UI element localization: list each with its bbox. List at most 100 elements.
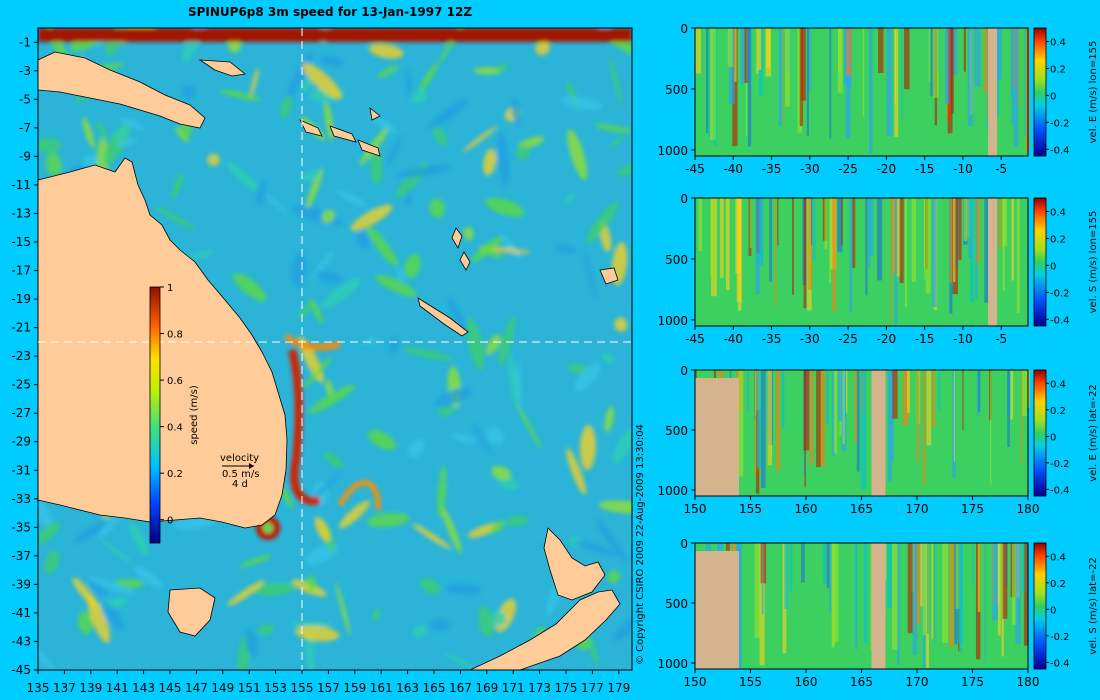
section-colorbar-label: vel. E (m/s) lon=155 bbox=[1088, 41, 1099, 144]
section-y-tick-label: 500 bbox=[665, 424, 688, 438]
map-y-tick-label: -27 bbox=[11, 406, 31, 420]
map-y-tick-label: -31 bbox=[11, 463, 31, 477]
speed-colorbar: 1 0.8 0.6 0.4 0.2 0 speed (m/s) bbox=[149, 283, 200, 544]
map-x-tick-label: 139 bbox=[79, 681, 102, 695]
section-colorbar-tick-label: -0.4 bbox=[1050, 485, 1070, 496]
map-x-tick-label: 149 bbox=[211, 681, 234, 695]
map-y-tick-label: -7 bbox=[19, 121, 31, 135]
colorbar-tick-label: 0 bbox=[167, 516, 173, 527]
map-y-tick-label: -19 bbox=[11, 292, 31, 306]
section-y-tick-label: 0 bbox=[680, 364, 688, 378]
section-x-tick-label: -30 bbox=[800, 162, 820, 176]
section-y-tick-label: 1000 bbox=[657, 144, 688, 158]
section-y-tick-label: 0 bbox=[680, 192, 688, 206]
section-x-tick-label: -40 bbox=[723, 162, 743, 176]
section-x-tick-label: -20 bbox=[877, 162, 897, 176]
section-colorbar: 0.4 0.2 0 -0.2 -0.4 vel. S (m/s) lon=155 bbox=[1033, 197, 1099, 327]
section-x-tick-label: 170 bbox=[906, 502, 929, 516]
section-x-tick-label: -45 bbox=[685, 162, 705, 176]
map-x-tick-label: 177 bbox=[581, 681, 604, 695]
section-x-tick-label: -15 bbox=[915, 162, 935, 176]
section-x-tick-label: -5 bbox=[995, 162, 1007, 176]
velocity-key-speed: 0.5 m/s bbox=[222, 469, 259, 480]
section-colorbar-tick-label: 0.4 bbox=[1050, 552, 1066, 563]
section-x-tick-label: -20 bbox=[877, 332, 897, 346]
map-x-tick-label: 179 bbox=[607, 681, 630, 695]
map-x-tick-label: 141 bbox=[106, 681, 129, 695]
section-x-tick-label: 175 bbox=[961, 502, 984, 516]
map-y-tick-label: -3 bbox=[19, 64, 31, 78]
map-y-axis: -1 -3 -5 -7 -9 -11 -13 -15 -17 -19 -21 -23 -25 -27 -29… bbox=[11, 35, 38, 677]
map-x-tick-label: 169 bbox=[475, 681, 498, 695]
section-y-tick-label: 0 bbox=[680, 22, 688, 36]
section-colorbar: 0.4 0.2 0 -0.2 -0.4 vel. E (m/s) lat=-22 bbox=[1033, 369, 1099, 497]
map-x-tick-label: 155 bbox=[291, 681, 314, 695]
map-x-axis: 135 137 139 141 143 145 147 149 151 153 155 157 159 1… bbox=[27, 670, 630, 695]
map-y-tick-label: -35 bbox=[11, 520, 31, 534]
map-y-tick-label: -21 bbox=[11, 321, 31, 335]
map-y-tick-label: -33 bbox=[11, 492, 31, 506]
section-colorbar-tick-label: 0 bbox=[1050, 261, 1056, 272]
velocity-key-label: velocity bbox=[220, 453, 259, 464]
section-panel-2: -45 -40 -35 -30 -25 -20 -15 -10 -5 0 500 1000 0.4 0.2… bbox=[657, 192, 1099, 346]
map-y-tick-label: -17 bbox=[11, 264, 31, 278]
map-x-tick-label: 161 bbox=[370, 681, 393, 695]
colorbar-tick-label: 0.8 bbox=[167, 330, 183, 341]
section-x-tick-label: 180 bbox=[1017, 675, 1040, 689]
section-x-tick-label: -10 bbox=[953, 332, 973, 346]
land bbox=[38, 51, 621, 670]
map-x-tick-label: 167 bbox=[449, 681, 472, 695]
section-colorbar-label: vel. S (m/s) lon=155 bbox=[1088, 211, 1099, 314]
section-y-tick-label: 500 bbox=[665, 83, 688, 97]
map-x-tick-label: 137 bbox=[53, 681, 76, 695]
section-colorbar: 0.4 0.2 0 -0.2 -0.4 vel. S (m/s) lat=-22 bbox=[1033, 542, 1099, 670]
section-y-tick-label: 1000 bbox=[657, 657, 688, 671]
section-y-tick-label: 500 bbox=[665, 253, 688, 267]
section-colorbar-tick-label: 0 bbox=[1050, 432, 1056, 443]
map-x-tick-label: 151 bbox=[238, 681, 261, 695]
section-colorbar-tick-label: 0 bbox=[1050, 605, 1056, 616]
speed-map: 135 137 139 141 143 145 147 149 151 153 155 157 159 1… bbox=[11, 27, 633, 695]
section-colorbar-tick-label: -0.2 bbox=[1050, 459, 1070, 470]
map-x-tick-label: 135 bbox=[27, 681, 50, 695]
map-x-tick-label: 147 bbox=[185, 681, 208, 695]
map-y-tick-label: -9 bbox=[19, 149, 31, 163]
map-x-tick-label: 163 bbox=[396, 681, 419, 695]
section-x-tick-label: 160 bbox=[795, 675, 818, 689]
section-y-tick-label: 1000 bbox=[657, 314, 688, 328]
section-colorbar-tick-label: 0.4 bbox=[1050, 207, 1066, 218]
section-x-tick-label: 150 bbox=[684, 502, 707, 516]
map-y-tick-label: -1 bbox=[19, 35, 31, 49]
section-x-tick-label: 150 bbox=[684, 675, 707, 689]
section-x-tick-label: 175 bbox=[961, 675, 984, 689]
colorbar-tick-label: 0.4 bbox=[167, 423, 183, 434]
section-colorbar-label: vel. S (m/s) lat=-22 bbox=[1088, 557, 1099, 655]
section-colorbar-tick-label: 0.2 bbox=[1050, 234, 1066, 245]
page-title: SPINUP6p8 3m speed for 13-Jan-1997 12Z bbox=[188, 5, 472, 19]
velocity-key: velocity 0.5 m/s 4 d bbox=[220, 453, 259, 490]
section-x-tick-label: 155 bbox=[739, 675, 762, 689]
section-panel-1: -45 -40 -35 -30 -25 -20 -15 -10 -5 0 500 1000 0.4 0.2… bbox=[657, 22, 1099, 176]
section-colorbar-tick-label: 0.2 bbox=[1050, 64, 1066, 75]
map-x-tick-label: 175 bbox=[555, 681, 578, 695]
map-x-tick-label: 165 bbox=[423, 681, 446, 695]
map-x-tick-label: 157 bbox=[317, 681, 340, 695]
section-x-tick-label: 180 bbox=[1017, 502, 1040, 516]
section-colorbar-tick-label: 0.2 bbox=[1050, 406, 1066, 417]
map-y-tick-label: -39 bbox=[11, 577, 31, 591]
section-x-tick-label: -35 bbox=[762, 332, 782, 346]
section-colorbar-tick-label: -0.2 bbox=[1050, 288, 1070, 299]
section-x-tick-label: -25 bbox=[838, 162, 858, 176]
section-colorbar: 0.4 0.2 0 -0.2 -0.4 vel. E (m/s) lon=155 bbox=[1033, 27, 1099, 157]
section-x-tick-label: 165 bbox=[850, 675, 873, 689]
section-panel-3: 150 155 160 165 170 175 180 0 500 1000 0.4 0.2 0 -0.2… bbox=[657, 364, 1099, 516]
map-y-tick-label: -43 bbox=[11, 634, 31, 648]
section-x-tick-label: 155 bbox=[739, 502, 762, 516]
map-y-tick-label: -13 bbox=[11, 206, 31, 220]
section-colorbar-tick-label: 0.4 bbox=[1050, 379, 1066, 390]
section-x-tick-label: 170 bbox=[906, 675, 929, 689]
section-x-tick-label: -35 bbox=[762, 162, 782, 176]
map-y-tick-label: -11 bbox=[11, 178, 31, 192]
map-y-tick-label: -23 bbox=[11, 349, 31, 363]
